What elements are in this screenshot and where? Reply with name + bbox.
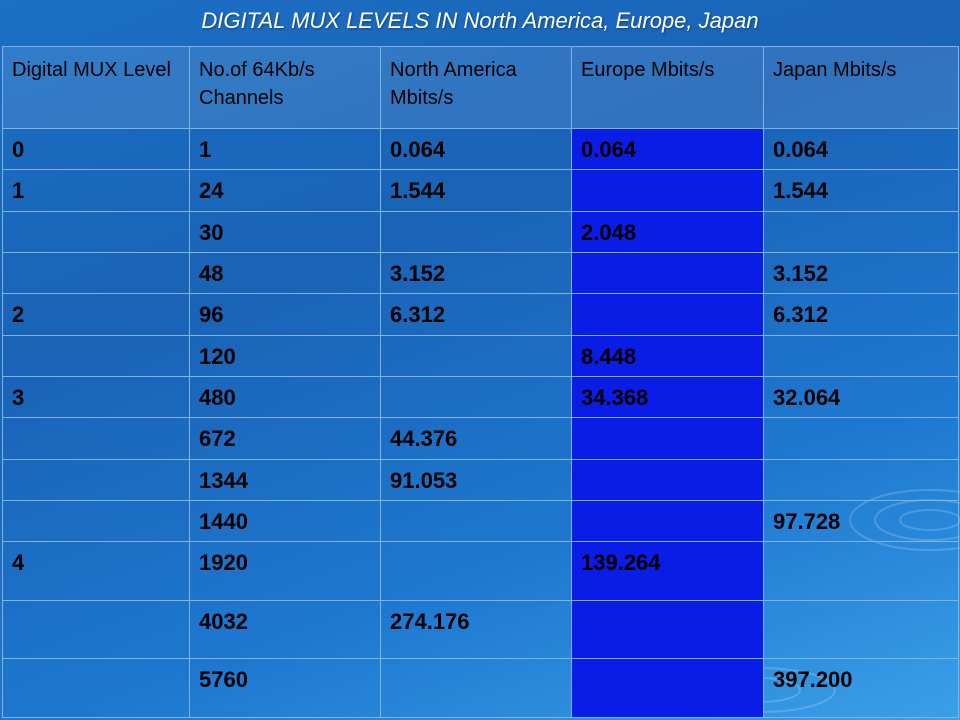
cell-channels: 1440: [189, 500, 381, 543]
cell-channels: 30: [189, 210, 381, 254]
cell-mux-level: [2, 458, 190, 502]
cell-north-america: [380, 541, 572, 601]
cell-mux-level: [2, 417, 190, 460]
table-row: 1 24 1.544 1.544: [2, 169, 959, 212]
cell-japan: [763, 417, 959, 460]
cell-mux-level: [2, 599, 190, 660]
cell-europe: 2.048: [571, 210, 764, 254]
cell-mux-level: [2, 210, 190, 254]
cell-europe: 34.368: [571, 376, 764, 419]
cell-europe: [571, 417, 764, 460]
cell-mux-level: 2: [2, 293, 190, 336]
cell-japan: 1.544: [763, 169, 959, 212]
table-row: 5760 397.200: [2, 658, 959, 718]
header-europe: Europe Mbits/s: [571, 46, 764, 129]
cell-north-america: 6.312: [380, 293, 572, 336]
table-row: 30 2.048: [2, 210, 959, 254]
header-japan: Japan Mbits/s: [763, 46, 959, 129]
cell-mux-level: 4: [2, 541, 190, 601]
cell-north-america: [380, 500, 572, 543]
cell-north-america: 3.152: [380, 252, 572, 295]
cell-channels: 24: [189, 169, 381, 212]
cell-channels: 96: [189, 293, 381, 336]
mux-levels-table: Digital MUX Level No.of 64Kb/s Channels …: [2, 46, 959, 718]
table-row: 0 1 0.064 0.064 0.064: [2, 127, 959, 171]
cell-mux-level: [2, 658, 190, 718]
cell-europe: [571, 500, 764, 543]
cell-channels: 1: [189, 127, 381, 171]
cell-japan: 3.152: [763, 252, 959, 295]
cell-japan: [763, 334, 959, 378]
cell-channels: 1344: [189, 458, 381, 502]
cell-channels: 4032: [189, 599, 381, 660]
table-header-row: Digital MUX Level No.of 64Kb/s Channels …: [2, 46, 959, 129]
cell-mux-level: 0: [2, 127, 190, 171]
cell-north-america: [380, 658, 572, 718]
header-north-america: North America Mbits/s: [380, 46, 572, 129]
cell-japan: 397.200: [763, 658, 959, 718]
cell-japan: 32.064: [763, 376, 959, 419]
cell-europe: 0.064: [571, 127, 764, 171]
cell-channels: 480: [189, 376, 381, 419]
slide-title: DIGITAL MUX LEVELS IN North America, Eur…: [201, 8, 759, 33]
cell-north-america: 274.176: [380, 599, 572, 660]
table-row: 48 3.152 3.152: [2, 252, 959, 295]
table-row: 1440 97.728: [2, 500, 959, 543]
cell-japan: 6.312: [763, 293, 959, 336]
cell-japan: [763, 210, 959, 254]
cell-north-america: 1.544: [380, 169, 572, 212]
cell-mux-level: [2, 334, 190, 378]
cell-europe: 8.448: [571, 334, 764, 378]
cell-mux-level: 3: [2, 376, 190, 419]
header-channels: No.of 64Kb/s Channels: [189, 46, 381, 129]
cell-north-america: [380, 210, 572, 254]
table-row: 2 96 6.312 6.312: [2, 293, 959, 336]
cell-channels: 120: [189, 334, 381, 378]
cell-mux-level: 1: [2, 169, 190, 212]
cell-channels: 5760: [189, 658, 381, 718]
table-row: 3 480 34.368 32.064: [2, 376, 959, 419]
cell-north-america: [380, 334, 572, 378]
cell-mux-level: [2, 500, 190, 543]
cell-europe: [571, 169, 764, 212]
cell-europe: [571, 458, 764, 502]
cell-europe: [571, 599, 764, 660]
table-row: 120 8.448: [2, 334, 959, 378]
cell-japan: [763, 599, 959, 660]
cell-channels: 1920: [189, 541, 381, 601]
cell-north-america: 0.064: [380, 127, 572, 171]
cell-europe: [571, 293, 764, 336]
cell-japan: 97.728: [763, 500, 959, 543]
cell-channels: 672: [189, 417, 381, 460]
cell-north-america: [380, 376, 572, 419]
table-row: 4 1920 139.264: [2, 541, 959, 601]
cell-japan: 0.064: [763, 127, 959, 171]
header-mux-level: Digital MUX Level: [2, 46, 190, 129]
cell-europe: [571, 252, 764, 295]
cell-channels: 48: [189, 252, 381, 295]
cell-japan: [763, 541, 959, 601]
table-row: 1344 91.053: [2, 458, 959, 502]
table-row: 672 44.376: [2, 417, 959, 460]
cell-north-america: 44.376: [380, 417, 572, 460]
table-row: 4032 274.176: [2, 599, 959, 660]
cell-japan: [763, 458, 959, 502]
cell-europe: 139.264: [571, 541, 764, 601]
cell-europe: [571, 658, 764, 718]
cell-mux-level: [2, 252, 190, 295]
cell-north-america: 91.053: [380, 458, 572, 502]
